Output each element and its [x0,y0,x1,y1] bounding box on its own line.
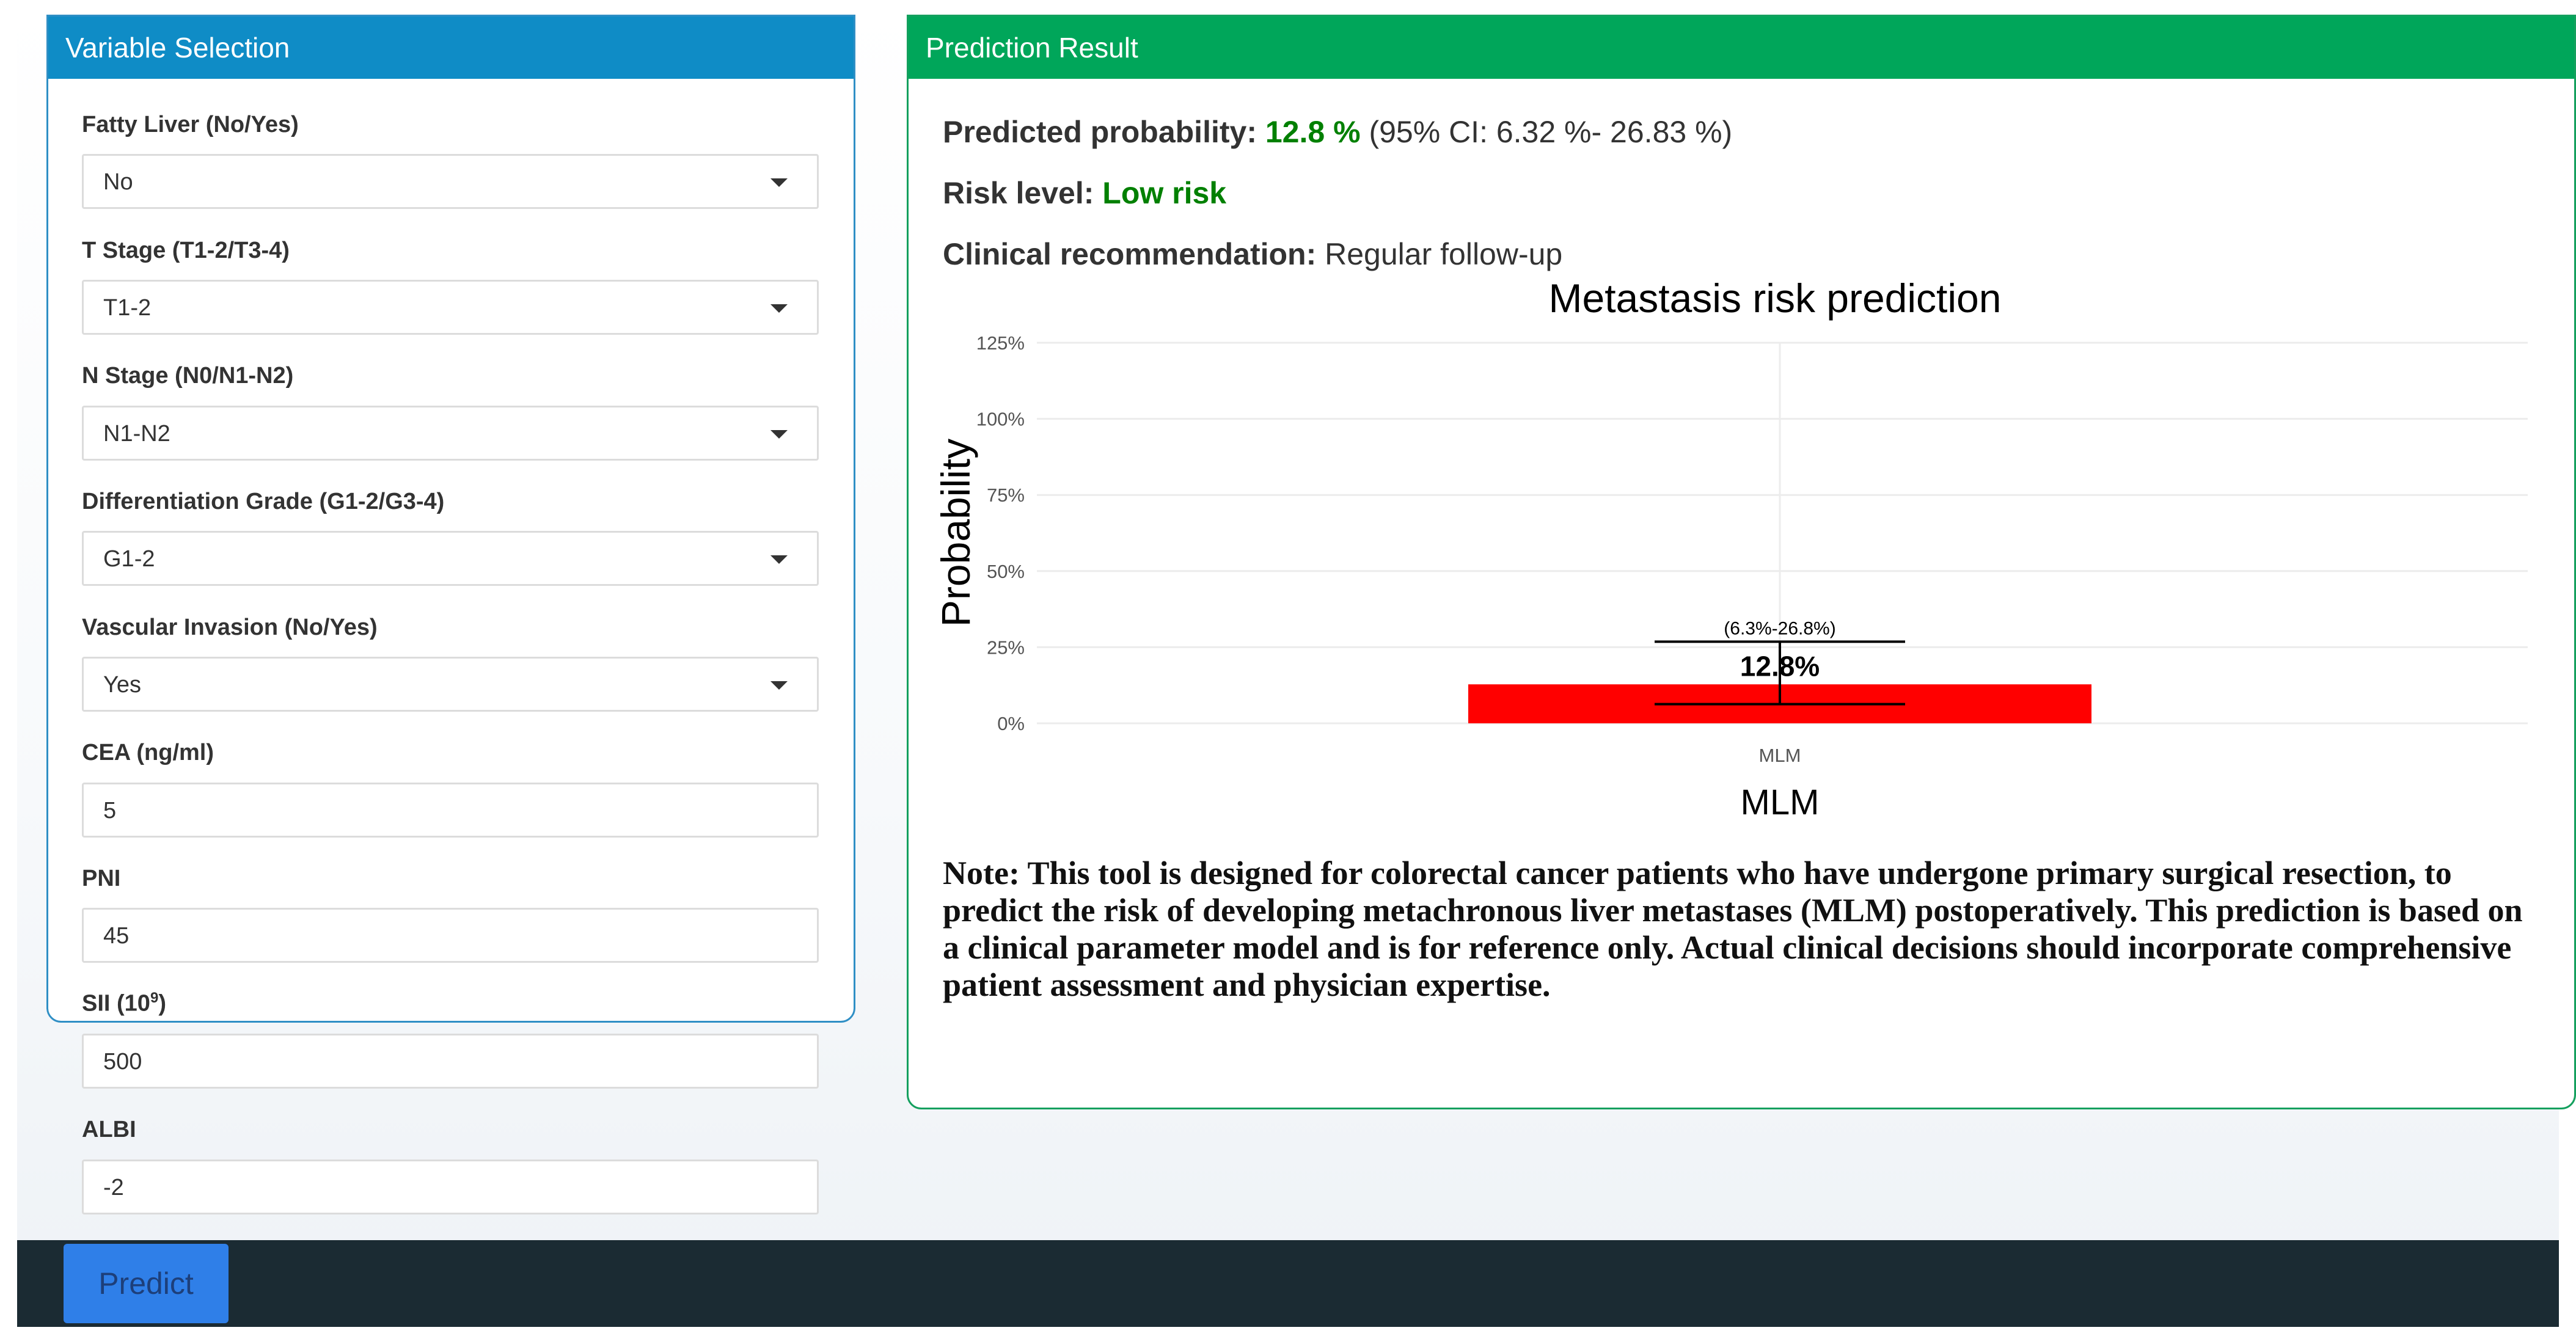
chevron-down-icon [770,555,788,564]
risk-level-label: Risk level: [943,176,1094,210]
cea-input[interactable]: 5 [82,783,819,838]
chevron-down-icon [770,430,788,439]
n-stage-select[interactable]: N1-N2 [82,406,819,461]
y-tick-label: 75% [987,484,1025,506]
bottom-action-bar [17,1240,2559,1327]
differentiation-grade-label: Differentiation Grade (G1-2/G3-4) [82,489,445,514]
y-tick-label: 100% [976,409,1025,430]
prediction-result-panel: Prediction Result Predicted probability:… [907,15,2576,1109]
x-tick-label: MLM [1759,745,1801,766]
differentiation-grade-select[interactable]: G1-2 [82,531,819,586]
disclaimer-note: Note: This tool is designed for colorect… [943,855,2523,1003]
cea-value: 5 [103,798,117,824]
predicted-probability-value: 12.8 % [1265,115,1361,149]
n-stage-label: N Stage (N0/N1-N2) [82,363,294,389]
albi-value: -2 [103,1175,124,1200]
n-stage-value: N1-N2 [103,421,170,447]
albi-label: ALBI [82,1117,136,1142]
y-tick-label: 25% [987,637,1025,658]
pni-input[interactable]: 45 [82,908,819,963]
fatty-liver-value: No [103,169,133,195]
chevron-down-icon [770,304,788,313]
y-tick-label: 0% [997,713,1025,734]
variable-selection-title: Variable Selection [48,16,854,79]
vascular-invasion-select[interactable]: Yes [82,657,819,712]
sii-label-exponent: 9 [150,990,159,1006]
sii-label: SII (109) [82,990,166,1017]
sii-label-text: SII (10 [82,990,150,1017]
chart-marks: 12.8% (6.3%-26.8%) MLM [1468,618,2091,766]
sii-value: 500 [103,1049,142,1075]
chevron-down-icon [770,681,788,690]
clinical-recommendation-value: Regular follow-up [1325,237,1563,271]
chart-y-ticks: 0% 25% 50% 75% 100% 125% [976,332,1025,734]
chart-x-axis-label: MLM [1741,783,1820,822]
chart-title: Metastasis risk prediction [1549,276,2002,321]
predicted-probability-ci: (95% CI: 6.32 %- 26.83 %) [1369,115,1733,149]
t-stage-select[interactable]: T1-2 [82,280,819,335]
prediction-result-title: Prediction Result [909,16,2574,79]
t-stage-label: T Stage (T1-2/T3-4) [82,238,290,263]
app-page: Variable Selection Fatty Liver (No/Yes) … [17,0,2576,1327]
clinical-recommendation-line: Clinical recommendation: Regular follow-… [943,236,1562,272]
pni-label: PNI [82,866,121,891]
vascular-invasion-label: Vascular Invasion (No/Yes) [82,615,378,640]
predicted-probability-label: Predicted probability: [943,115,1257,149]
cea-label: CEA (ng/ml) [82,740,214,765]
t-stage-value: T1-2 [103,295,152,321]
y-tick-label: 125% [976,332,1025,354]
bar-value-label: 12.8% [1740,650,1820,682]
risk-level-line: Risk level: Low risk [943,175,1226,211]
pni-value: 45 [103,923,130,949]
clinical-recommendation-label: Clinical recommendation: [943,237,1317,271]
chart-y-axis-label: Probability [933,439,978,627]
chevron-down-icon [770,178,788,187]
y-tick-label: 50% [987,561,1025,582]
sii-label-close: ) [158,990,166,1017]
sii-input[interactable]: 500 [82,1034,819,1089]
bar-ci-label: (6.3%-26.8%) [1724,618,1835,638]
fatty-liver-select[interactable]: No [82,154,819,209]
differentiation-grade-value: G1-2 [103,546,155,572]
predict-button[interactable]: Predict [64,1244,229,1323]
fatty-liver-label: Fatty Liver (No/Yes) [82,112,299,137]
risk-level-value: Low risk [1102,176,1227,210]
metastasis-risk-chart: Metastasis risk prediction Probability M… [933,276,2528,822]
predicted-probability-line: Predicted probability: 12.8 % (95% CI: 6… [943,114,1732,150]
albi-input[interactable]: -2 [82,1160,819,1214]
vascular-invasion-value: Yes [103,672,141,698]
